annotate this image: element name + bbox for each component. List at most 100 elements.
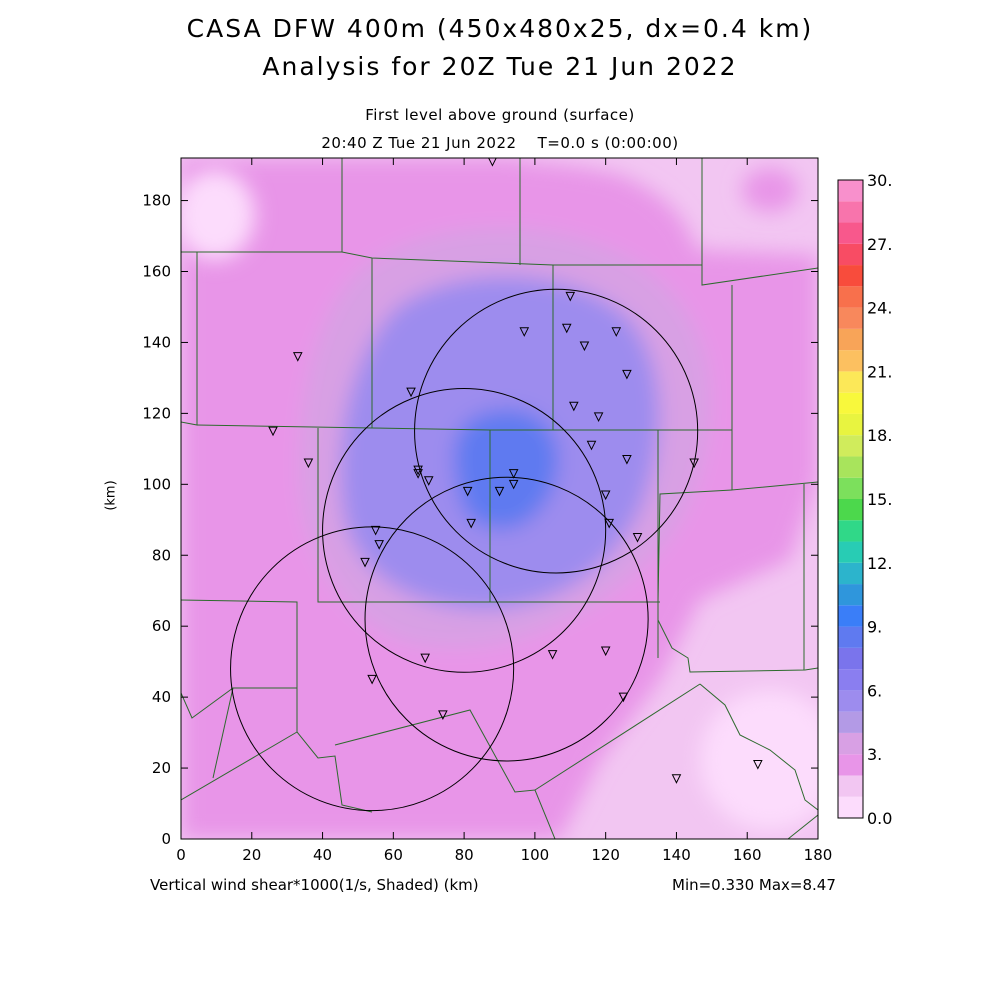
radar-ring-3 bbox=[364, 476, 649, 762]
colorbar-swatch bbox=[838, 647, 863, 670]
station-markers bbox=[268, 158, 763, 784]
colorbar-swatch bbox=[838, 711, 863, 733]
station-marker bbox=[406, 387, 416, 398]
station-marker bbox=[593, 412, 604, 423]
station-marker bbox=[462, 486, 473, 497]
station-marker bbox=[508, 479, 519, 490]
station-marker bbox=[600, 490, 611, 501]
shear-plateau bbox=[181, 168, 818, 830]
colorbar-swatch bbox=[838, 265, 863, 287]
se-low bbox=[700, 690, 818, 830]
chart-subtitle-time: 20:40 Z Tue 21 Jun 2022 T=0.0 s (0:00:00… bbox=[321, 134, 679, 152]
colorbar-swatch bbox=[838, 243, 863, 266]
y-tick-label: 40 bbox=[152, 688, 171, 706]
station-marker bbox=[374, 540, 384, 550]
colorbar-label: 18. bbox=[867, 426, 892, 445]
y-tick-label: 20 bbox=[152, 759, 171, 777]
y-axis-label: (km) bbox=[103, 480, 119, 511]
plot-area bbox=[181, 158, 818, 839]
x-tick-label: 140 bbox=[662, 846, 691, 864]
colorbar-swatch bbox=[838, 732, 863, 755]
station-marker bbox=[303, 458, 314, 469]
colorbar-frame bbox=[837, 179, 864, 819]
colorbar-swatch bbox=[838, 307, 863, 329]
station-marker bbox=[622, 454, 632, 465]
colorbar-swatch bbox=[838, 222, 863, 244]
colorbar-swatch bbox=[838, 371, 863, 393]
station-marker bbox=[565, 291, 576, 302]
colorbar-label: 0.0 bbox=[867, 809, 892, 828]
county-boundaries bbox=[181, 158, 818, 839]
colorbar-swatch bbox=[838, 775, 863, 797]
station-marker bbox=[420, 653, 430, 664]
station-marker bbox=[370, 525, 381, 536]
colorbar-swatch bbox=[838, 413, 863, 436]
y-tick-label: 60 bbox=[152, 617, 171, 635]
station-marker bbox=[569, 401, 579, 412]
y-tick-label: 100 bbox=[142, 475, 171, 493]
colorbar-label: 21. bbox=[867, 362, 892, 381]
colorbar-swatch bbox=[838, 584, 863, 606]
x-tick-label: 80 bbox=[455, 846, 474, 864]
x-tick-label: 60 bbox=[384, 846, 403, 864]
y-axis: 0 20 40 60 80 100 120 140 160 180 bbox=[142, 192, 818, 848]
station-marker bbox=[561, 323, 572, 334]
y-tick-label: 120 bbox=[142, 404, 171, 422]
colorbar-label: 24. bbox=[867, 299, 892, 318]
colorbar-swatch bbox=[838, 562, 863, 585]
radar-ring-1 bbox=[414, 288, 699, 574]
colorbar-swatch bbox=[838, 392, 863, 414]
station-marker bbox=[632, 533, 643, 543]
colorbar-label: 6. bbox=[867, 681, 882, 700]
station-marker bbox=[508, 469, 519, 479]
station-marker bbox=[488, 158, 497, 167]
colorbar-swatch bbox=[838, 669, 863, 691]
radar-ring-2 bbox=[322, 388, 607, 673]
x-axis: 0 20 40 60 80 100 120 140 160 180 bbox=[176, 158, 832, 864]
x-tick-label: 0 bbox=[176, 846, 186, 864]
x-tick-label: 180 bbox=[804, 846, 833, 864]
station-marker bbox=[753, 760, 763, 770]
colorbar-swatch bbox=[838, 796, 863, 818]
station-marker bbox=[367, 674, 377, 685]
variable-caption: Vertical wind shear*1000(1/s, Shaded) (k… bbox=[150, 876, 479, 894]
station-marker bbox=[423, 476, 434, 486]
ne-lobe bbox=[742, 168, 798, 212]
colorbar-label: 12. bbox=[867, 554, 892, 573]
x-tick-label: 40 bbox=[313, 846, 332, 864]
station-marker bbox=[494, 486, 505, 497]
station-marker bbox=[292, 352, 303, 362]
y-tick-label: 0 bbox=[161, 830, 171, 848]
colorbar-swatch bbox=[838, 754, 863, 776]
station-marker bbox=[579, 341, 590, 352]
colorbar-swatch bbox=[838, 350, 863, 372]
y-tick-label: 80 bbox=[152, 546, 171, 564]
nw-low bbox=[181, 170, 255, 260]
colorbar-swatch bbox=[838, 499, 863, 521]
chart-subtitle-level: First level above ground (surface) bbox=[365, 106, 635, 124]
colorbar-label: 9. bbox=[867, 618, 882, 637]
colorbar-swatch bbox=[838, 690, 863, 712]
x-tick-label: 120 bbox=[591, 846, 620, 864]
station-marker bbox=[611, 327, 622, 337]
y-tick-label: 180 bbox=[142, 192, 171, 210]
station-marker bbox=[604, 518, 615, 529]
shear-shading bbox=[181, 158, 818, 839]
y-tick-label: 140 bbox=[142, 333, 171, 351]
colorbar-swatch bbox=[838, 541, 863, 563]
x-tick-label: 100 bbox=[521, 846, 550, 864]
min-max-readout: Min=0.330 Max=8.47 bbox=[672, 876, 836, 894]
station-marker bbox=[689, 458, 699, 469]
chart-title: CASA DFW 400m (450x480x25, dx=0.4 km) bbox=[186, 14, 814, 43]
colorbar-swatch bbox=[838, 180, 863, 202]
station-marker bbox=[600, 646, 611, 657]
station-marker bbox=[586, 440, 597, 451]
chart-title-analysis: Analysis for 20Z Tue 21 Jun 2022 bbox=[262, 52, 738, 81]
colorbar-swatch bbox=[838, 201, 863, 223]
station-marker bbox=[519, 327, 530, 337]
colorbar-label: 15. bbox=[867, 490, 892, 509]
shading-band-7p5 bbox=[454, 409, 559, 529]
colorbar-swatch bbox=[838, 328, 863, 351]
colorbar-swatch bbox=[838, 435, 863, 457]
